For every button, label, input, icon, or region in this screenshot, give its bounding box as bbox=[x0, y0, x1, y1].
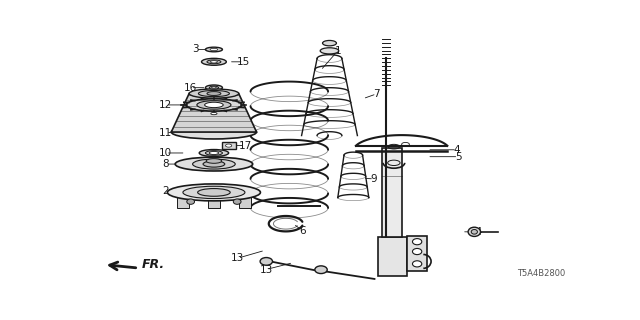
Bar bbox=[177, 196, 189, 208]
Ellipse shape bbox=[234, 199, 241, 204]
Ellipse shape bbox=[197, 101, 231, 109]
Text: 4: 4 bbox=[454, 145, 460, 155]
Ellipse shape bbox=[210, 48, 218, 51]
Ellipse shape bbox=[187, 199, 195, 204]
Ellipse shape bbox=[168, 184, 260, 201]
Ellipse shape bbox=[225, 144, 232, 147]
Ellipse shape bbox=[468, 227, 481, 236]
Ellipse shape bbox=[193, 159, 236, 169]
Text: 11: 11 bbox=[159, 128, 172, 138]
Ellipse shape bbox=[172, 125, 257, 139]
Text: 15: 15 bbox=[237, 57, 250, 67]
Ellipse shape bbox=[211, 61, 218, 63]
Text: 5: 5 bbox=[455, 152, 462, 162]
Ellipse shape bbox=[209, 151, 219, 155]
Text: 2: 2 bbox=[163, 186, 169, 196]
Text: 9: 9 bbox=[371, 174, 378, 184]
Ellipse shape bbox=[323, 40, 337, 46]
Ellipse shape bbox=[202, 58, 227, 65]
Ellipse shape bbox=[315, 266, 327, 274]
Ellipse shape bbox=[207, 60, 221, 64]
Text: 13: 13 bbox=[259, 265, 273, 275]
Ellipse shape bbox=[471, 229, 477, 234]
Ellipse shape bbox=[412, 261, 422, 267]
Text: 6: 6 bbox=[299, 226, 305, 236]
Text: 16: 16 bbox=[184, 83, 197, 93]
Ellipse shape bbox=[205, 151, 223, 155]
Ellipse shape bbox=[203, 161, 225, 167]
Text: 17: 17 bbox=[239, 140, 252, 151]
Ellipse shape bbox=[198, 188, 230, 196]
FancyBboxPatch shape bbox=[221, 142, 236, 149]
Ellipse shape bbox=[260, 258, 273, 265]
Text: 3: 3 bbox=[192, 44, 199, 54]
Ellipse shape bbox=[205, 47, 223, 52]
Ellipse shape bbox=[198, 91, 229, 97]
Ellipse shape bbox=[189, 89, 239, 98]
Text: 7: 7 bbox=[373, 89, 380, 99]
Ellipse shape bbox=[211, 112, 217, 115]
Ellipse shape bbox=[206, 159, 221, 163]
Bar bbox=[407, 236, 428, 271]
Ellipse shape bbox=[320, 48, 339, 54]
Ellipse shape bbox=[212, 87, 216, 88]
Ellipse shape bbox=[199, 149, 228, 156]
Ellipse shape bbox=[186, 99, 242, 111]
Ellipse shape bbox=[175, 157, 253, 171]
Ellipse shape bbox=[207, 92, 221, 95]
Text: 10: 10 bbox=[159, 148, 172, 158]
Ellipse shape bbox=[412, 239, 422, 245]
Text: T5A4B2800: T5A4B2800 bbox=[517, 269, 565, 278]
Ellipse shape bbox=[209, 86, 219, 89]
Polygon shape bbox=[172, 93, 257, 132]
Ellipse shape bbox=[205, 85, 223, 90]
Bar bbox=[208, 196, 220, 208]
Text: FR.: FR. bbox=[142, 258, 165, 271]
Text: 12: 12 bbox=[159, 100, 172, 110]
Text: 8: 8 bbox=[163, 159, 169, 169]
Ellipse shape bbox=[412, 248, 422, 255]
Ellipse shape bbox=[183, 186, 245, 198]
Ellipse shape bbox=[205, 102, 223, 108]
Bar bbox=[382, 148, 403, 237]
Bar bbox=[378, 237, 407, 276]
Text: 13: 13 bbox=[231, 253, 244, 263]
Bar bbox=[239, 196, 251, 208]
Text: 1: 1 bbox=[335, 46, 341, 56]
Text: 14: 14 bbox=[470, 227, 483, 237]
